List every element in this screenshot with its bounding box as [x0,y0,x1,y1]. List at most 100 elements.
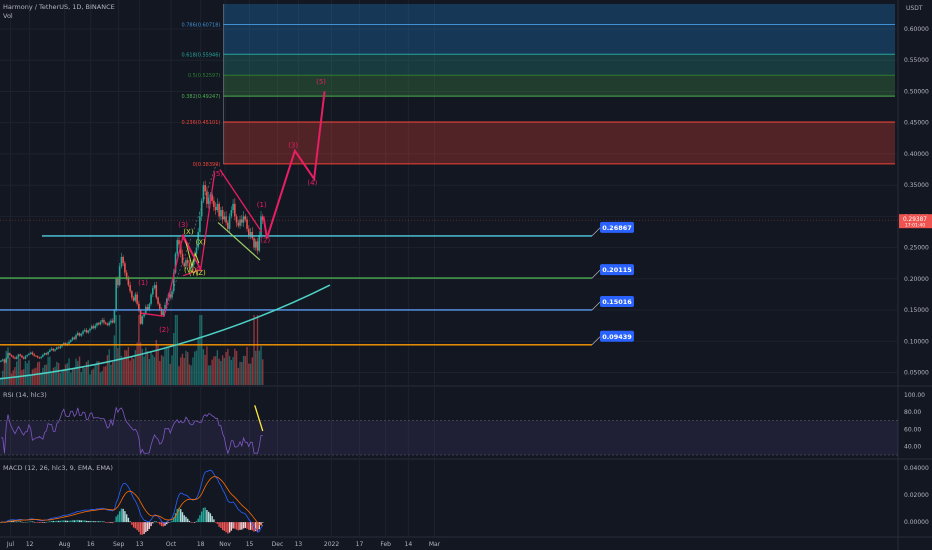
symbol-title[interactable]: Harmony / TetherUS, 1D, BINANCE [3,3,115,11]
macd-histogram-bar [73,520,75,523]
macd-histogram-bar [188,520,191,523]
candle-body [223,216,226,220]
candle-body [108,322,110,326]
candle-body [87,330,90,333]
volume-bar [195,350,198,385]
wave-label: (3) [178,221,188,229]
candle-body [158,303,161,309]
volume-bar [139,342,142,385]
volume-bar [85,361,88,385]
volume-bar [73,368,75,385]
level-callout-line [591,227,601,237]
wave-label: (4) [307,179,317,187]
channel-upper-line [219,169,263,233]
candle-body [160,308,163,316]
candle-body [172,272,175,292]
candle-body [31,352,34,355]
rsi-band [0,420,898,455]
volume-bar [244,356,246,385]
macd-histogram-bar [260,522,262,525]
volume-bar [155,340,158,385]
fib-level-label: 0.618(0.55946) [181,52,220,58]
candle-body [110,320,112,323]
volume-bar [152,354,154,385]
volume-bar [47,356,49,385]
wave-label: (3) [288,142,298,150]
macd-histogram-bar [66,520,69,523]
macd-histogram-bar [125,514,128,523]
time-tick-label: Jul [6,541,15,548]
candle-body [26,355,28,357]
wave-label: (2) [159,326,169,334]
time-tick-label: 17 [356,541,364,548]
volume-bar [131,357,133,385]
macd-histogram-bar [180,509,182,523]
candle-body [117,278,119,286]
fib-zone [223,122,896,164]
candle-body [96,323,98,326]
candle-body [183,263,186,267]
macd-label[interactable]: MACD (12, 26, hlc3, 9, EMA, EMA) [3,464,113,472]
volume-bar [153,357,156,385]
candle-body [78,333,81,336]
macd-histogram-bar [57,520,60,523]
wave-label: (1) [257,201,267,209]
volume-bar [24,361,27,385]
volume-bar [216,350,219,385]
rsi-tick-label: 60.00 [904,426,921,433]
macd-histogram-bar [202,507,205,523]
volume-bar [78,356,81,385]
level-label-box [600,330,634,342]
volume-bar [7,347,9,385]
macd-histogram-bar [31,521,34,523]
volume-bar [169,363,171,385]
volume-label[interactable]: Vol [3,12,13,20]
volume-bar [71,367,74,385]
level-callout-line [591,269,601,279]
candle-body [124,263,126,273]
macd-histogram-bar [61,520,63,523]
macd-histogram-bar [91,520,93,523]
macd-histogram-bar [143,522,145,534]
macd-histogram-bar [26,521,28,523]
volume-bar [148,359,151,385]
candle-body [216,203,219,211]
macd-histogram-bar [54,520,56,523]
volume-bar [230,360,233,385]
volume-bar [213,356,215,385]
candle-body [1,359,4,361]
volume-bar [160,355,163,385]
accumulation-curve [0,284,331,380]
macd-histogram-bar [70,520,72,523]
candle-body [42,355,44,357]
volume-bar [255,350,257,385]
candle-body [118,266,121,286]
candle-body [54,349,56,351]
time-tick-label: Oct [166,541,177,548]
wave-label: (5) [316,78,326,86]
volume-bar [92,368,95,385]
fib-zone [223,24,896,55]
volume-bar [64,364,67,385]
fib-level-label: 0.786(0.60718) [181,22,220,28]
volume-bar [251,357,253,385]
time-tick-label: Sep [113,541,125,548]
rsi-label[interactable]: RSI (14, hlc3) [3,391,47,399]
macd-histogram-bar [181,512,184,523]
candle-body [131,291,133,298]
candle-body [0,360,2,362]
candle-body [8,353,11,356]
macd-histogram-bar [16,521,18,523]
candle-body [157,297,159,304]
volume-bar [21,369,23,385]
volume-bar [77,361,79,385]
macd-histogram-bar [136,522,138,531]
fib-level-label: 0.382(0.49247) [181,94,220,100]
volume-bar [57,363,60,385]
candle-body [146,306,149,311]
volume-bar [249,363,252,385]
macd-histogram-bar [45,522,48,523]
candle-body [33,354,35,356]
level-label-box [600,221,634,233]
volume-bar [242,355,245,385]
